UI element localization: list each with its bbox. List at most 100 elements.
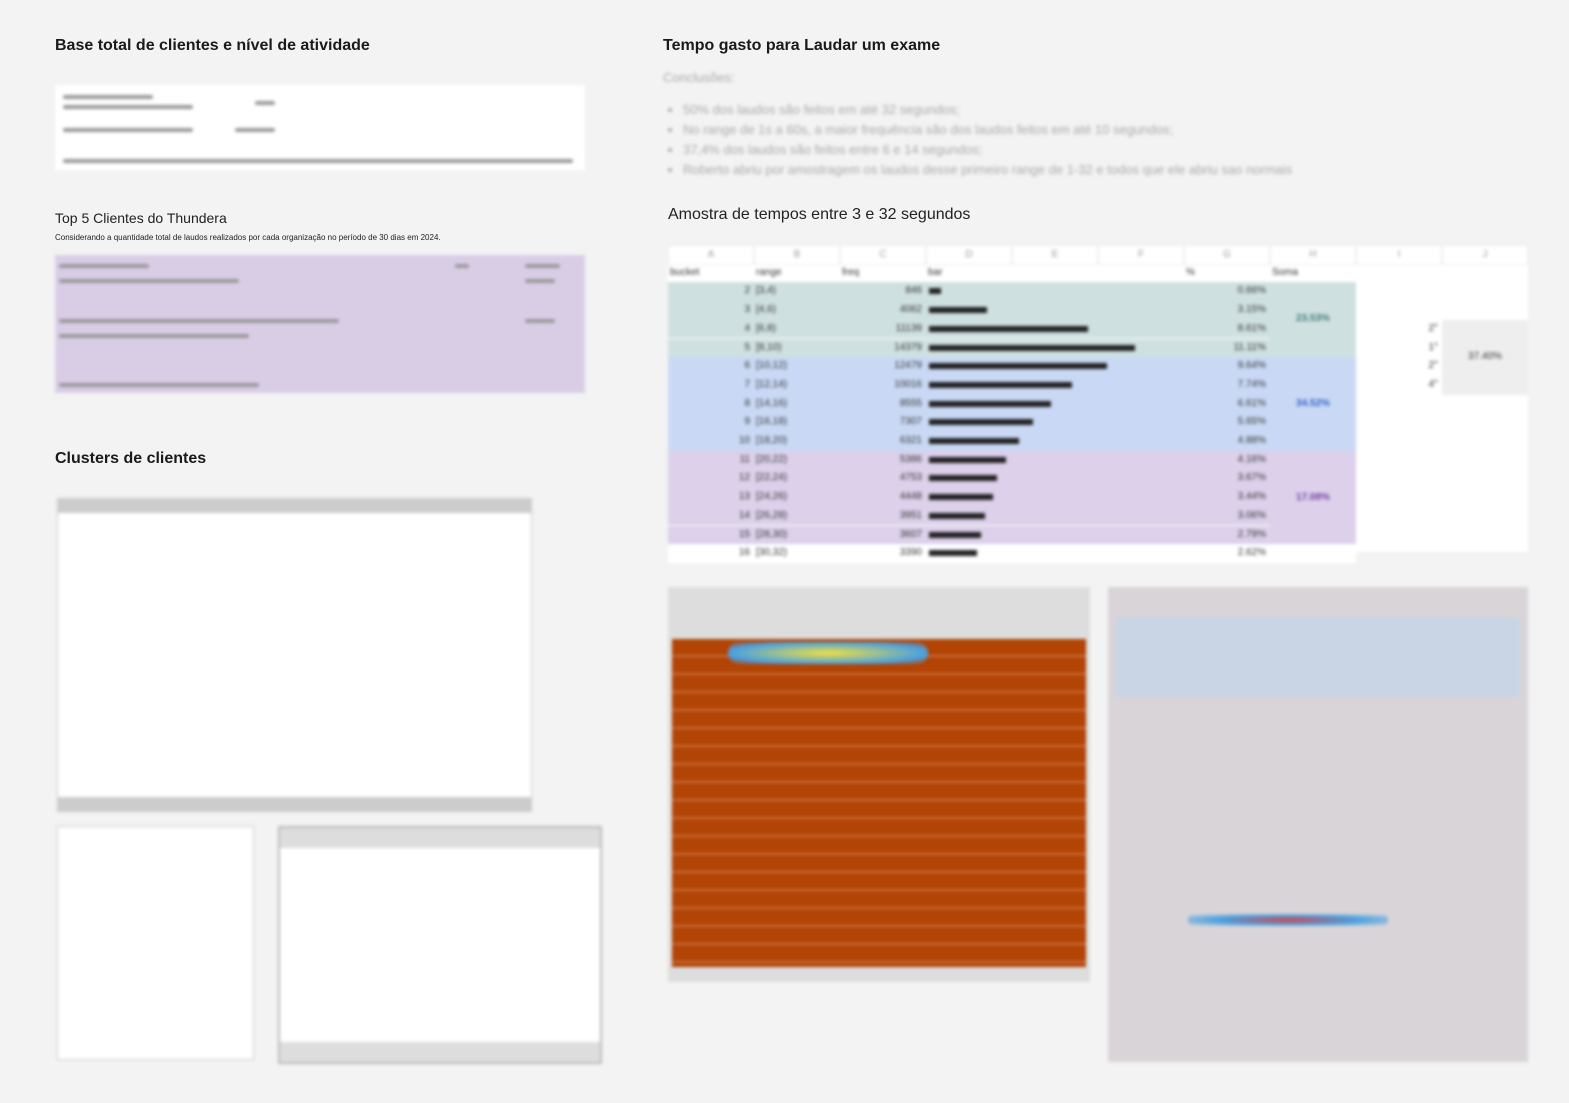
freq: 7307 [899, 416, 922, 428]
freq: 10016 [894, 378, 922, 390]
top5-subtitle: Considerando a quantidade total de laudo… [55, 233, 441, 242]
range: [12,14) [756, 378, 788, 390]
freq-bar [929, 307, 988, 314]
bucket: 4 [744, 322, 750, 334]
header: freq [842, 266, 860, 278]
row-bg [668, 450, 1356, 470]
range: [4,6) [756, 304, 777, 316]
range: [10,12) [756, 360, 788, 372]
freq-bar [929, 512, 986, 519]
column-letter: B [754, 245, 840, 265]
column-letter: I [1356, 245, 1442, 265]
freq-bar [929, 531, 981, 538]
freq: 3390 [899, 547, 922, 559]
freq: 6321 [899, 435, 922, 446]
bullet: No range de 1s a 60s, a maior frequência… [683, 120, 1292, 140]
freq: 5386 [899, 453, 922, 465]
blurred-table [57, 498, 532, 812]
bucket: 6 [744, 360, 750, 372]
top5-title: Top 5 Clientes do Thundera [55, 210, 227, 226]
row-bg [668, 301, 1356, 320]
freq: 846 [905, 285, 922, 297]
range: [3,4) [756, 285, 777, 297]
range: [28,30) [756, 528, 788, 540]
freq: 4753 [899, 472, 922, 484]
header: % [1186, 266, 1195, 278]
range: [20,22) [756, 453, 788, 465]
column-letter: E [1012, 245, 1098, 265]
freq: 12479 [894, 360, 922, 372]
percent: 7.74% [1237, 378, 1266, 390]
range: [24,26) [756, 491, 788, 503]
bucket: 5 [744, 341, 750, 353]
percent: 0.66% [1237, 285, 1266, 297]
bucket: 14 [738, 509, 750, 521]
freq-bar [929, 344, 1135, 351]
bucket: 16 [738, 547, 750, 559]
freq-bar [929, 456, 1007, 463]
percent: 5.65% [1237, 416, 1266, 428]
row-bg [668, 469, 1356, 489]
total: 37.40% [1442, 319, 1528, 395]
freq: 4062 [899, 304, 922, 316]
sum: 17.08% [1270, 450, 1356, 545]
percent: 4.88% [1237, 435, 1266, 446]
freq-bar [929, 475, 997, 482]
percent: 3.44% [1237, 491, 1266, 503]
heatmap-screenshot [668, 587, 1090, 982]
bucket: 7 [744, 378, 750, 390]
header: range [756, 266, 782, 278]
column-letter: H [1270, 245, 1356, 265]
bucket: 2 [744, 285, 750, 297]
bucket: 8 [744, 397, 750, 409]
blurred-table [55, 255, 585, 393]
freq-bar [929, 363, 1108, 370]
bullet: 37,4% dos laudos são feitos entre 6 e 14… [683, 140, 1292, 160]
bucket: 12 [738, 472, 750, 484]
bucket: 15 [738, 528, 750, 540]
blurred-table [57, 826, 254, 1060]
rank: 1° [1428, 341, 1438, 353]
freq-bar [929, 325, 1089, 332]
bucket: 13 [738, 491, 750, 503]
freq: 11139 [895, 322, 922, 334]
percent: 9.64% [1237, 360, 1266, 372]
section-title: Tempo gasto para Laudar um exame [663, 37, 941, 54]
range: [14,16) [756, 397, 788, 409]
bullet-list: 50% dos laudos são feitos em até 32 segu… [663, 100, 1292, 180]
row-bg [668, 282, 1356, 302]
range: [26,28) [756, 509, 788, 521]
section-title: Clusters de clientes [55, 450, 207, 467]
percent: 3.15% [1237, 304, 1266, 316]
blurred-table [278, 826, 602, 1064]
bucket: 3 [744, 304, 750, 316]
header: Soma [1272, 266, 1299, 278]
row-bg [668, 506, 1356, 526]
sum: 34.52% [1270, 357, 1356, 451]
heatmap-screenshot [1108, 587, 1528, 1062]
header: bar [928, 266, 943, 278]
percent: 3.67% [1237, 472, 1266, 484]
column-letter: F [1098, 245, 1184, 265]
freq-bar [929, 438, 1020, 444]
rank: 2° [1428, 360, 1438, 372]
freq-bar [929, 381, 1073, 388]
percent: 8.61% [1237, 322, 1266, 334]
freq: 3607 [899, 528, 922, 540]
percent: 3.06% [1237, 509, 1266, 521]
column-letter: J [1442, 245, 1528, 265]
percent: 4.16% [1237, 453, 1266, 465]
row-bg [668, 488, 1356, 507]
sample-title: Amostra de tempos entre 3 e 32 segundos [668, 206, 971, 223]
row-bg [668, 544, 1356, 563]
percent: 11.11% [1233, 341, 1266, 353]
row-bg [668, 525, 1356, 545]
column-letter: G [1184, 245, 1270, 265]
range: [18,20) [756, 435, 788, 446]
range: [6,8) [756, 322, 777, 334]
section-title: Base total de clientes e nível de ativid… [55, 37, 370, 54]
bucket: 9 [744, 416, 750, 428]
freq-bar [929, 550, 978, 557]
